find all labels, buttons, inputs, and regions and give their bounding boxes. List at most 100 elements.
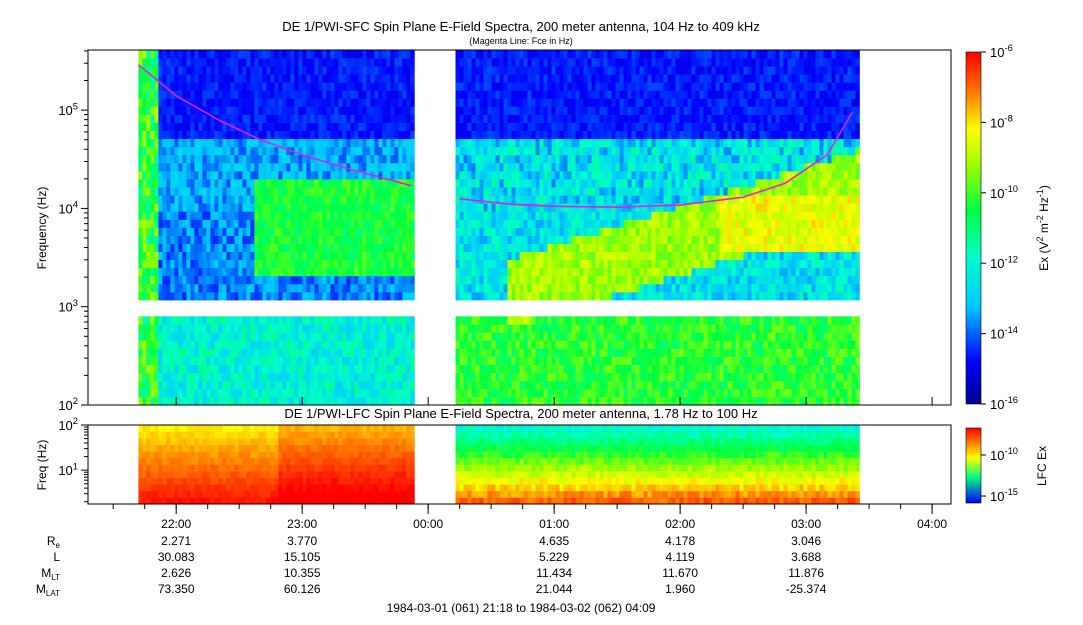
spectrogram-cell xyxy=(579,380,584,390)
spectrogram-cell xyxy=(314,146,319,156)
spectrogram-cell xyxy=(162,138,167,148)
spectrogram-cell xyxy=(635,275,640,285)
spectrogram-cell xyxy=(234,348,239,357)
spectrogram-cell xyxy=(479,50,484,59)
spectrogram-cell xyxy=(635,380,640,390)
spectrogram-cell xyxy=(198,219,203,228)
spectrogram-cell xyxy=(242,292,247,301)
spectrogram-cell xyxy=(174,356,179,365)
spectrogram-cell xyxy=(378,388,383,398)
spectrogram-cell xyxy=(471,106,476,115)
spectrogram-cell xyxy=(334,380,339,390)
spectrogram-cell xyxy=(499,380,504,390)
spectrogram-cell xyxy=(242,340,247,349)
spectrogram-cell xyxy=(579,396,584,405)
spectrogram-cell xyxy=(639,292,644,301)
spectrogram-cell xyxy=(607,356,612,365)
spectrogram-cell xyxy=(631,138,636,148)
spectrogram-cell xyxy=(338,267,343,277)
spectrogram-cell xyxy=(402,171,407,180)
spectrogram-cell xyxy=(599,66,604,75)
spectrogram-cell xyxy=(138,98,143,107)
spectrogram-cell xyxy=(374,187,379,196)
spectrogram-cell xyxy=(410,74,415,83)
spectrogram-cell xyxy=(206,138,211,148)
spectrogram-cell xyxy=(535,380,540,390)
spectrogram-cell xyxy=(210,251,215,261)
spectrogram-cell xyxy=(511,219,516,228)
spectrogram-cell xyxy=(182,195,187,204)
spectrogram-cell xyxy=(394,187,399,196)
spectrogram-cell xyxy=(186,58,191,67)
spectrogram-cell xyxy=(575,154,580,164)
spectrogram-cell xyxy=(390,74,395,83)
spectrogram-cell xyxy=(571,364,576,374)
spectrogram-cell xyxy=(238,251,243,261)
spectrogram-cell xyxy=(402,219,407,228)
spectrogram-cell xyxy=(567,380,572,390)
spectrogram-cell xyxy=(479,372,484,382)
spectrogram-cell xyxy=(390,130,395,140)
spectrogram-cell xyxy=(238,50,243,59)
spectrogram-cell xyxy=(246,396,251,405)
spectrogram-cell xyxy=(567,154,572,164)
spectrogram-cell xyxy=(503,332,508,341)
spectrogram-cell xyxy=(483,372,488,382)
spectrogram-cell xyxy=(374,284,379,293)
spectrogram-cell xyxy=(515,251,520,261)
spectrogram-cell xyxy=(182,364,187,374)
spectrogram-cell xyxy=(579,211,584,220)
spectrogram-cell xyxy=(551,187,556,196)
spectrogram-cell xyxy=(226,211,231,220)
spectrogram-cell xyxy=(535,66,540,75)
spectrogram-cell xyxy=(258,340,263,349)
spectrogram-cell xyxy=(382,50,387,59)
spectrogram-cell xyxy=(402,292,407,301)
spectrogram-cell xyxy=(242,235,247,244)
spectrogram-cell xyxy=(507,98,512,107)
spectrogram-cell xyxy=(455,82,460,91)
spectrogram-cell xyxy=(210,324,215,333)
spectrogram-cell xyxy=(543,58,548,67)
spectrogram-cell xyxy=(563,380,568,390)
spectrogram-cell xyxy=(250,284,255,293)
spectrogram-cell xyxy=(495,203,500,212)
spectrogram-cell xyxy=(603,219,608,228)
spectrogram-cell xyxy=(362,114,367,123)
spectrogram-cell xyxy=(250,348,255,357)
spectrogram-cell xyxy=(362,324,367,333)
spectrogram-cell xyxy=(599,219,604,228)
spectrogram-cell xyxy=(583,58,588,67)
spectrogram-cell xyxy=(362,219,367,228)
spectrogram-cell xyxy=(378,356,383,365)
spectrogram-cell xyxy=(290,259,295,269)
spectrogram-cell xyxy=(539,316,544,325)
spectrogram-cell xyxy=(246,163,251,172)
spectrogram-cell xyxy=(202,235,207,244)
spectrogram-cell xyxy=(182,138,187,148)
spectrogram-cell xyxy=(515,171,520,180)
spectrogram-cell xyxy=(314,58,319,67)
spectrogram-cell xyxy=(495,195,500,204)
spectrogram-cell xyxy=(386,114,391,123)
spectrogram-cell xyxy=(370,396,375,405)
spectrogram-cell xyxy=(603,90,608,99)
spectrogram-cell xyxy=(206,388,211,398)
spectrogram-cell xyxy=(186,154,191,164)
spectrogram-cell xyxy=(230,380,235,390)
spectrogram-cell xyxy=(310,284,315,293)
spectrogram-cell xyxy=(539,364,544,374)
spectrogram-cell xyxy=(318,340,323,349)
spectrogram-cell xyxy=(551,219,556,228)
spectrogram-cell xyxy=(194,219,199,228)
spectrogram-cell xyxy=(226,138,231,148)
spectrogram-cell xyxy=(358,163,363,172)
spectrogram-cell xyxy=(334,187,339,196)
spectrogram-cell xyxy=(334,219,339,228)
spectrogram-cell xyxy=(394,292,399,301)
spectrogram-cell xyxy=(258,187,263,196)
spectrogram-cell xyxy=(294,348,299,357)
spectrogram-cell xyxy=(479,292,484,301)
spectrogram-cell xyxy=(314,340,319,349)
